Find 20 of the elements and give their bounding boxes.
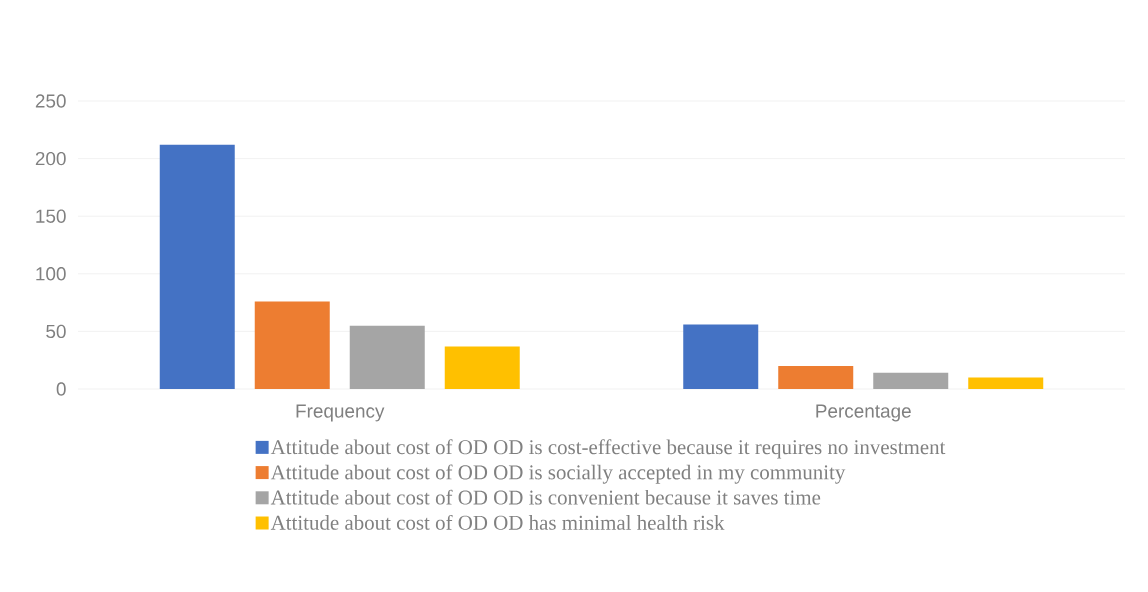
legend-label: Attitude about cost of OD OD is convenient because it saves time bbox=[270, 489, 821, 505]
bar bbox=[349, 325, 425, 389]
y-tick-label: 100 bbox=[36, 267, 66, 281]
legend-label: Attitude about cost of OD OD is cost-effective because it requires no investment bbox=[270, 439, 946, 459]
bar bbox=[968, 377, 1044, 389]
legend-label: Attitude about cost of OD OD has minimal health risk bbox=[270, 514, 725, 530]
bar bbox=[444, 346, 520, 389]
y-tick-label: 0 bbox=[56, 382, 66, 396]
x-tick-label: Frequency bbox=[296, 404, 385, 422]
bar bbox=[159, 144, 235, 389]
y-tick-label: 50 bbox=[46, 324, 66, 339]
bar bbox=[683, 324, 759, 389]
bar bbox=[873, 372, 949, 389]
y-tick-label: 250 bbox=[35, 94, 66, 108]
legend-label: Attitude about cost of OD OD is socially accepted in my community bbox=[270, 464, 846, 484]
y-tick-label: 200 bbox=[35, 151, 66, 166]
bar bbox=[778, 365, 854, 389]
y-tick-label: 150 bbox=[36, 209, 66, 223]
x-tick-label: Percentage bbox=[816, 404, 911, 422]
bar bbox=[254, 301, 330, 389]
